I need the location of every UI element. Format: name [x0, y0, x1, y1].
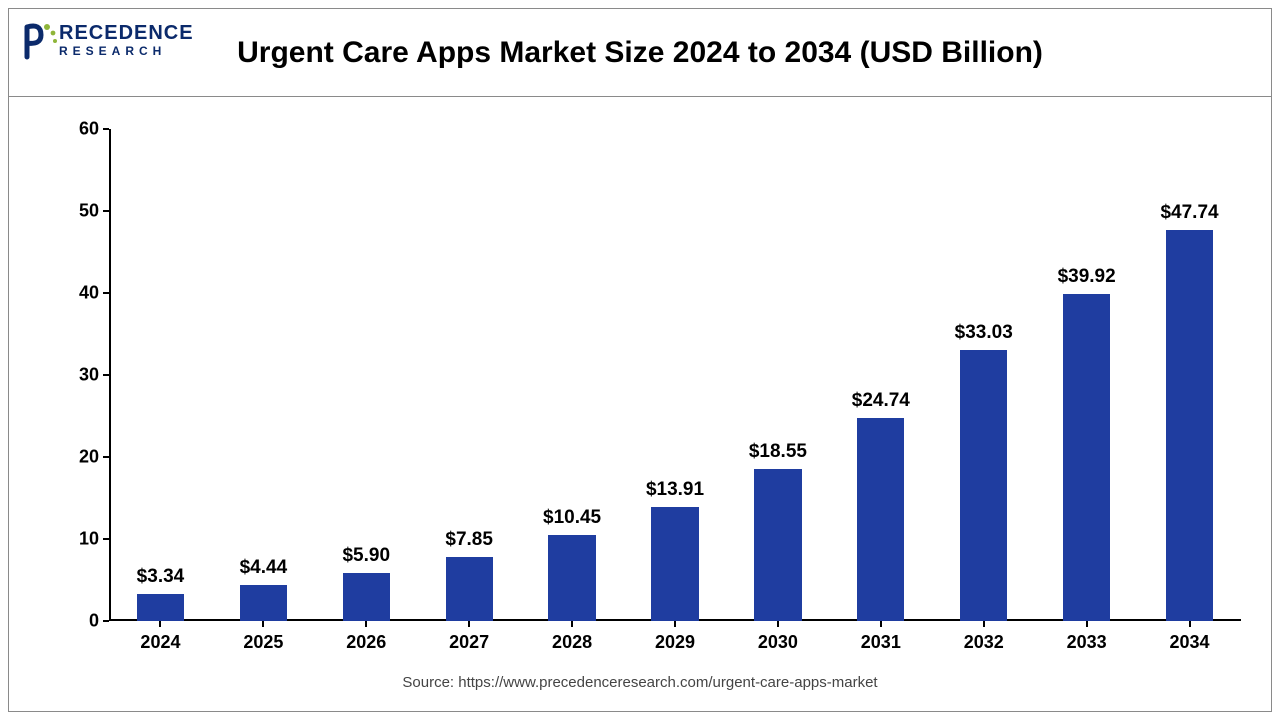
y-tick-mark — [103, 620, 109, 622]
bar-value-label: $3.34 — [137, 566, 185, 588]
bar-value-label: $33.03 — [955, 322, 1013, 344]
bar-value-label: $7.85 — [445, 529, 493, 551]
bar — [857, 418, 904, 621]
y-tick-label: 0 — [59, 611, 99, 632]
bar-value-label: $47.74 — [1160, 202, 1218, 224]
bar — [240, 585, 287, 621]
brand-logo: RECEDENCE RESEARCH — [23, 23, 194, 57]
x-tick-label: 2024 — [140, 632, 180, 653]
chart-header: RECEDENCE RESEARCH Urgent Care Apps Mark… — [9, 9, 1271, 97]
x-tick-mark — [880, 621, 882, 627]
bar-value-label: $24.74 — [852, 390, 910, 412]
y-tick-mark — [103, 128, 109, 130]
x-tick-label: 2026 — [346, 632, 386, 653]
bar-value-label: $4.44 — [240, 557, 288, 579]
y-tick-label: 10 — [59, 529, 99, 550]
x-tick-mark — [777, 621, 779, 627]
bar-value-label: $10.45 — [543, 507, 601, 529]
chart-title: Urgent Care Apps Market Size 2024 to 203… — [9, 36, 1271, 70]
x-tick-mark — [1086, 621, 1088, 627]
y-tick-mark — [103, 292, 109, 294]
brand-name-top: RECEDENCE — [59, 23, 194, 43]
x-tick-mark — [159, 621, 161, 627]
chart-plot-area: 0102030405060$3.342024$4.442025$5.902026… — [109, 129, 1241, 621]
y-tick-label: 30 — [59, 365, 99, 386]
x-tick-mark — [262, 621, 264, 627]
x-tick-label: 2032 — [964, 632, 1004, 653]
bar — [960, 350, 1007, 621]
bar-value-label: $39.92 — [1058, 266, 1116, 288]
source-caption: Source: https://www.precedenceresearch.c… — [9, 674, 1271, 691]
x-tick-label: 2030 — [758, 632, 798, 653]
y-tick-label: 20 — [59, 447, 99, 468]
y-axis — [109, 129, 111, 621]
bar — [1166, 230, 1213, 621]
bar-value-label: $5.90 — [342, 545, 390, 567]
x-tick-label: 2025 — [243, 632, 283, 653]
x-tick-label: 2033 — [1067, 632, 1107, 653]
x-tick-label: 2027 — [449, 632, 489, 653]
x-tick-mark — [1189, 621, 1191, 627]
bar — [137, 594, 184, 621]
y-tick-mark — [103, 456, 109, 458]
bar — [446, 557, 493, 621]
x-tick-label: 2031 — [861, 632, 901, 653]
y-tick-mark — [103, 210, 109, 212]
brand-name-bottom: RESEARCH — [59, 45, 194, 57]
bar — [343, 573, 390, 621]
x-tick-label: 2028 — [552, 632, 592, 653]
bar — [754, 469, 801, 621]
y-tick-mark — [103, 374, 109, 376]
x-tick-mark — [983, 621, 985, 627]
x-tick-mark — [365, 621, 367, 627]
x-tick-mark — [571, 621, 573, 627]
bar — [1063, 294, 1110, 621]
y-tick-mark — [103, 538, 109, 540]
bar-value-label: $18.55 — [749, 441, 807, 463]
logo-mark-icon — [23, 23, 57, 57]
y-tick-label: 40 — [59, 283, 99, 304]
y-tick-label: 50 — [59, 201, 99, 222]
x-tick-mark — [468, 621, 470, 627]
x-tick-mark — [674, 621, 676, 627]
x-tick-label: 2029 — [655, 632, 695, 653]
bar — [651, 507, 698, 621]
x-tick-label: 2034 — [1170, 632, 1210, 653]
bar — [548, 535, 595, 621]
chart-container: RECEDENCE RESEARCH Urgent Care Apps Mark… — [8, 8, 1272, 712]
y-tick-label: 60 — [59, 119, 99, 140]
brand-text: RECEDENCE RESEARCH — [59, 23, 194, 57]
bar-value-label: $13.91 — [646, 479, 704, 501]
